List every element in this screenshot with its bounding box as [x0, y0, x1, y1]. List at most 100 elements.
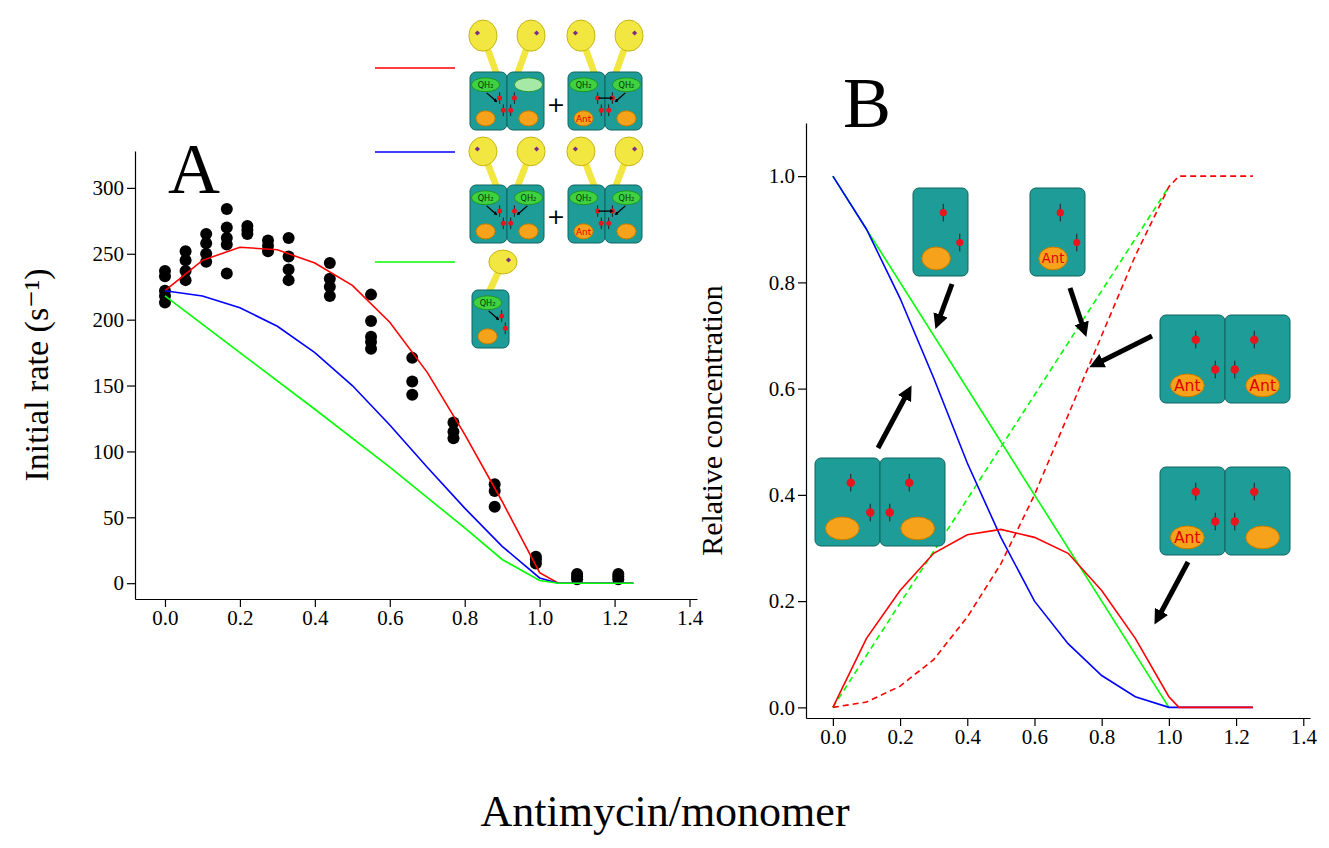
iron-sulfur-protein [567, 137, 595, 185]
tick-label: 100 [93, 440, 125, 464]
pointer-arrow [878, 392, 908, 448]
data-point [262, 235, 274, 247]
qi-site [478, 329, 497, 344]
axis-line [807, 718, 1311, 719]
plot-marks [159, 203, 633, 585]
tick-label: 0.8 [452, 606, 478, 630]
isp-cluster [534, 146, 539, 151]
data-point [612, 568, 624, 580]
data-point [159, 265, 171, 277]
legend: QH₂+AntQH₂QH₂QH₂QH₂+AntQH₂QH₂QH₂ [375, 20, 643, 348]
tick: 0 [114, 571, 136, 595]
axis-line [136, 599, 698, 600]
isp-head [469, 20, 497, 51]
substrate-label: QH₂ [576, 80, 592, 90]
heme [501, 108, 506, 113]
tick-mark [127, 320, 135, 321]
complex-monomer: QH₂ [605, 72, 642, 130]
tick-label: 1.0 [1156, 725, 1182, 749]
tick-mark [798, 495, 806, 496]
data-point [221, 221, 233, 233]
legend-icon: QH₂ [472, 250, 517, 348]
tick: 1.2 [1223, 718, 1249, 749]
inhibitor-label: Ant [1174, 529, 1201, 547]
plus-sign: + [547, 204, 565, 229]
qi-site [476, 111, 495, 126]
qi-site [1170, 374, 1204, 397]
qo-site [612, 191, 640, 205]
qi-site [1170, 526, 1204, 549]
qo-site [514, 78, 542, 92]
heme [1250, 487, 1258, 495]
heme [508, 108, 513, 113]
complex-monomer: QH₂ [605, 185, 642, 243]
tick-mark [798, 707, 806, 708]
heme [512, 209, 517, 214]
iron-sulfur-protein [567, 20, 595, 72]
isp-head [567, 137, 595, 166]
qi-site [1246, 526, 1280, 549]
complex-monomer [913, 188, 968, 276]
tick-label: 0.8 [1089, 725, 1115, 749]
tick: 0.0 [152, 599, 178, 630]
substrate-label: QH₂ [619, 193, 635, 203]
heme [1231, 365, 1239, 373]
tick-label: 0.4 [769, 483, 796, 507]
data-point [221, 268, 233, 280]
tick-mark [798, 389, 806, 390]
data-line [165, 296, 633, 583]
tick: 0.8 [1089, 718, 1115, 749]
data-point [283, 264, 295, 276]
qi-site [617, 224, 636, 239]
inhibitor-label: Ant [1249, 377, 1276, 395]
tick-label: 0 [114, 571, 125, 595]
tick-label: 0.0 [769, 696, 795, 720]
tick: 0.8 [452, 599, 478, 630]
pointer-arrow [487, 93, 496, 101]
isp-head [567, 20, 595, 51]
isp-cluster [506, 257, 511, 262]
tick: 0.2 [227, 599, 253, 630]
data-point [241, 220, 253, 232]
monomer-body [1225, 467, 1290, 555]
legend-swatch [375, 261, 455, 263]
tick: 100 [93, 440, 136, 464]
tick-label: 0.0 [152, 606, 178, 630]
tick-label: 1.4 [1291, 725, 1318, 749]
axis-line [135, 152, 136, 600]
heme [1192, 335, 1200, 343]
heme [606, 221, 611, 226]
heme [905, 478, 913, 486]
legend-icon: QH₂+AntQH₂QH₂ [469, 20, 643, 130]
data-point [406, 389, 418, 401]
iron-sulfur-protein [615, 20, 643, 72]
tick-label: 0.2 [769, 589, 795, 613]
heme [847, 478, 855, 486]
data-point [571, 568, 583, 580]
tick-mark [127, 517, 135, 518]
data-point [221, 203, 233, 215]
heme [501, 221, 506, 226]
heme [599, 221, 604, 226]
iron-sulfur-protein [517, 137, 545, 185]
heme [503, 326, 508, 331]
panel: 0.00.20.40.60.81.01.21.40501001502002503… [18, 20, 704, 630]
complex-monomer: AntQH₂ [568, 185, 605, 243]
tick: 150 [93, 374, 136, 398]
pointer-arrow [1096, 336, 1152, 364]
pointer-arrow [616, 93, 625, 101]
tick: 200 [93, 308, 136, 332]
tick-label: 1.2 [602, 606, 628, 630]
isp-head [615, 137, 643, 166]
y-axis-title: Initial rate (s⁻¹) [18, 268, 56, 481]
isp-head [615, 20, 643, 51]
tick-label: 0.2 [887, 725, 913, 749]
isp-cluster [534, 30, 539, 35]
tick: 250 [93, 242, 136, 266]
iron-sulfur-protein [517, 20, 545, 72]
tick-label: 0.6 [769, 377, 795, 401]
tick-label: 150 [93, 374, 125, 398]
x-axis: 0.00.20.40.60.81.01.21.4 [807, 718, 1318, 749]
tick-label: 0.2 [227, 606, 253, 630]
tick-label: 0.4 [302, 606, 329, 630]
